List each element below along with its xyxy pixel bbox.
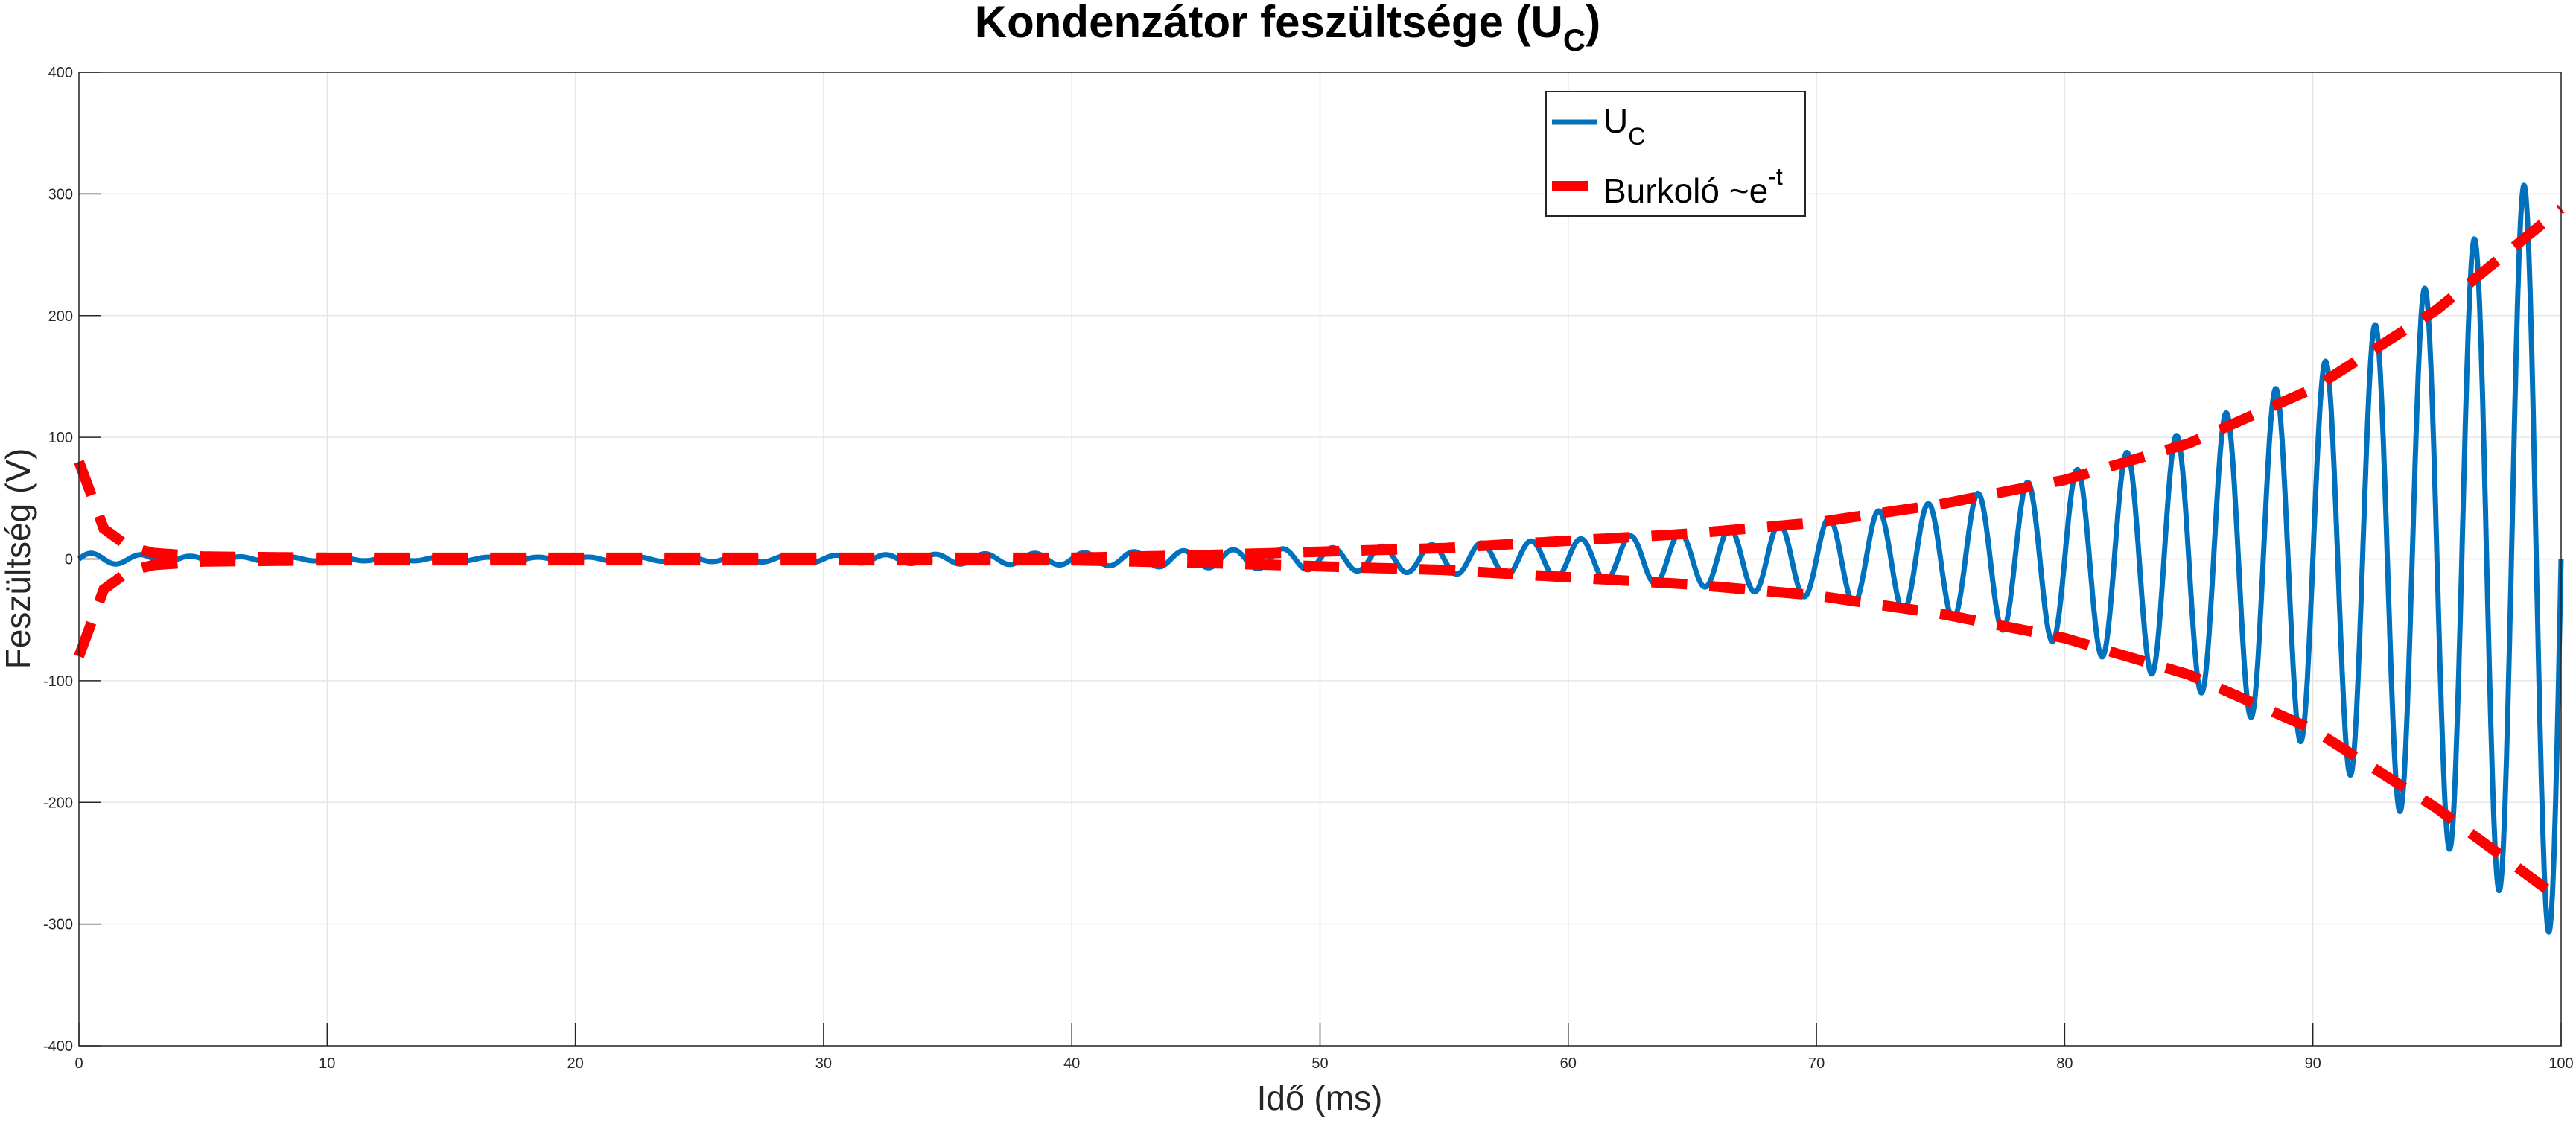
x-tick-label: 0 xyxy=(74,1055,83,1072)
x-tick-label: 100 xyxy=(2548,1055,2573,1072)
legend-label-uc: UC xyxy=(1603,101,1645,150)
x-tick-label: 40 xyxy=(1063,1055,1080,1072)
y-tick-label: 100 xyxy=(48,430,73,446)
axis-ticks: 0 10 20 30 40 50 60 70 80 90 100 400 300 200 100 0 -100 -… xyxy=(43,65,2574,1072)
x-tick-label: 90 xyxy=(2305,1055,2321,1072)
y-tick-label: 200 xyxy=(48,308,73,325)
legend-label-uc-main: U xyxy=(1603,101,1628,140)
x-tick-label: 50 xyxy=(1311,1055,1328,1072)
legend-label-uc-subscript: C xyxy=(1628,123,1645,150)
y-tick-label: -400 xyxy=(43,1038,73,1055)
x-axis-label: Idő (ms) xyxy=(1257,1079,1383,1117)
legend: UC Burkoló ~e-t xyxy=(1545,91,1806,217)
series-line-envelope-lower xyxy=(74,555,2565,904)
x-tick-label: 10 xyxy=(319,1055,335,1072)
chart-title-main: Kondenzátor feszültsége (U xyxy=(975,0,1563,47)
legend-label-envelope: Burkoló ~e-t xyxy=(1603,163,1783,210)
chart-title: Kondenzátor feszültsége (UC) xyxy=(975,0,1600,57)
y-axis-label: Feszültség (V) xyxy=(0,448,37,670)
chart-title-suffix: ) xyxy=(1586,0,1600,47)
y-tick-label: -100 xyxy=(43,673,73,690)
y-tick-label: -300 xyxy=(43,917,73,933)
y-tick-label: -200 xyxy=(43,795,73,811)
x-tick-label: 60 xyxy=(1560,1055,1577,1072)
x-tick-label: 20 xyxy=(567,1055,583,1072)
x-tick-label: 70 xyxy=(1808,1055,1825,1072)
data-series xyxy=(74,182,2565,935)
legend-label-envelope-main: Burkoló ~e xyxy=(1603,171,1768,210)
legend-label-envelope-superscript: -t xyxy=(1768,163,1783,190)
y-tick-label: 0 xyxy=(65,552,73,568)
plot-box xyxy=(78,72,2562,1047)
x-tick-label: 30 xyxy=(815,1055,832,1072)
y-tick-label: 300 xyxy=(48,186,73,203)
chart-title-subscript: C xyxy=(1563,22,1586,57)
y-tick-label: 400 xyxy=(48,65,73,81)
x-tick-label: 80 xyxy=(2056,1055,2073,1072)
legend-box xyxy=(1545,91,1806,217)
